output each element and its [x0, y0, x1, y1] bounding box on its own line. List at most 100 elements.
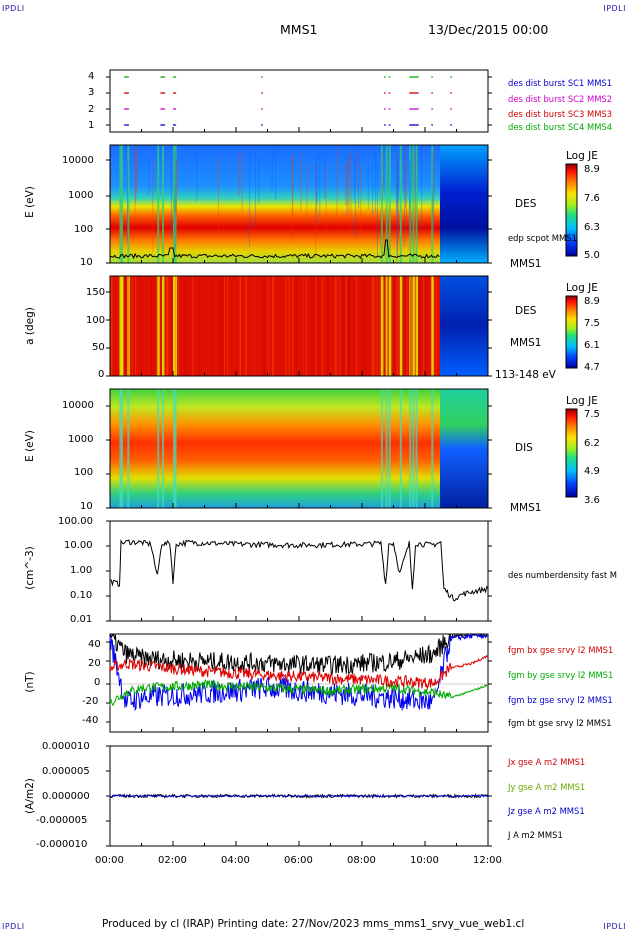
des-texture	[396, 152, 398, 208]
pitch-texture	[263, 276, 265, 376]
pitch-texture	[411, 276, 413, 376]
des-texture	[433, 149, 435, 228]
pitch-stripe	[157, 276, 160, 376]
xtick-label: 02:00	[158, 855, 187, 866]
des-texture	[348, 151, 350, 236]
pitch-texture	[326, 276, 328, 376]
pitch-texture	[395, 276, 397, 376]
ytick-label: 100	[74, 224, 94, 235]
dis-stripe	[409, 389, 412, 508]
des-texture	[254, 148, 256, 229]
ytick-label: 10.00	[64, 540, 93, 551]
energy-range-label: 113-148 eV	[495, 369, 556, 381]
pitch-texture	[391, 276, 393, 376]
pitch-texture	[240, 276, 242, 376]
pitch-texture	[321, 276, 323, 376]
pitch-texture	[422, 276, 424, 376]
des-texture	[217, 155, 219, 233]
pitch-texture	[227, 276, 229, 376]
pitch-texture	[174, 276, 176, 376]
pitch-texture	[423, 276, 425, 376]
des-texture	[432, 153, 434, 234]
des-texture	[291, 155, 293, 221]
des-texture	[396, 149, 398, 213]
dis-energy-magnetosheath	[440, 389, 488, 508]
des-texture	[300, 152, 302, 212]
dis-energy-colorbar	[565, 408, 578, 498]
pitch-texture	[183, 276, 185, 376]
ytick-label: -0.000005	[36, 815, 88, 826]
pitch-texture	[305, 276, 307, 376]
des-texture	[381, 151, 383, 201]
pitch-texture	[165, 276, 167, 376]
pitch-texture	[131, 276, 133, 376]
pitch-texture	[239, 276, 241, 376]
pitch-texture	[376, 276, 378, 376]
des-stripe	[121, 145, 124, 263]
corner-label: IPDLI	[603, 922, 626, 931]
des-energy-magnetosheath	[440, 145, 488, 263]
ytick-label: 50	[92, 342, 105, 353]
pitch-texture	[218, 276, 220, 376]
ytick-label: 0.000005	[42, 766, 90, 777]
pitch-texture	[420, 276, 422, 376]
pitch-texture	[396, 276, 398, 376]
burst-label-sc2: des dist burst SC2 MMS2	[508, 94, 613, 104]
bt-series-label: fgm bt gse srvy l2 MMS1	[508, 718, 612, 728]
des-stripe	[412, 145, 415, 263]
pitch-texture	[362, 276, 364, 376]
des-texture	[404, 154, 406, 246]
pitch-texture	[302, 276, 304, 376]
colorbar-tick: 5.0	[584, 250, 600, 261]
burst-marks	[124, 76, 452, 126]
ytick-label: 10	[80, 257, 93, 268]
xtick-label: 00:00	[95, 855, 124, 866]
ytick-label: 2	[88, 104, 95, 115]
ytick-label: 40	[88, 639, 101, 650]
j-series-label: J A m2 MMS1	[508, 830, 563, 840]
dis-stripe	[174, 389, 177, 508]
des-stripe	[127, 145, 130, 263]
jz-series-label: Jz gse A m2 MMS1	[508, 806, 585, 816]
des-texture	[350, 154, 352, 237]
ytick-label: -0.000010	[36, 839, 88, 850]
des-stripe	[174, 145, 177, 263]
pitch-texture	[272, 276, 274, 376]
spacecraft-title: MMS1	[280, 22, 318, 37]
pitch-stripe	[415, 276, 419, 376]
pitch-stripe	[174, 276, 178, 376]
pitch-texture	[292, 276, 294, 376]
scpot-line	[110, 239, 440, 260]
xtick-label: 08:00	[347, 855, 376, 866]
des-texture	[271, 145, 273, 193]
des-texture	[397, 156, 399, 218]
des-texture	[315, 162, 317, 258]
pitch-texture	[110, 276, 112, 376]
instrument-label: DES	[515, 198, 537, 210]
colorbar-tick: 7.5	[584, 409, 600, 420]
des-texture	[135, 153, 137, 203]
des-stripe	[161, 145, 164, 263]
colorbar-tick: 6.1	[584, 340, 600, 351]
bz-series-line	[109, 633, 488, 712]
jz-series-line	[109, 794, 489, 798]
pitch-texture	[318, 276, 320, 376]
pitch-stripe	[161, 276, 165, 376]
pitch-texture	[192, 276, 194, 376]
ytick-label: 1.00	[70, 565, 93, 576]
corner-label: IPDLI	[603, 4, 626, 13]
pitch-stripe	[399, 276, 403, 376]
pitch-texture	[222, 276, 224, 376]
ytick-label: 1	[88, 120, 95, 131]
pitch-texture	[336, 276, 338, 376]
pitch-stripe	[173, 276, 176, 376]
des-texture	[376, 163, 378, 258]
xtick-label: 10:00	[410, 855, 439, 866]
colorbar-tick: 7.6	[584, 193, 600, 204]
pitch-texture	[295, 276, 297, 376]
by-series-line	[109, 679, 488, 707]
des-stripe	[385, 145, 388, 263]
pitch-texture	[199, 276, 201, 376]
pitch-stripe	[380, 276, 384, 376]
ytick-label: 150	[86, 287, 106, 298]
